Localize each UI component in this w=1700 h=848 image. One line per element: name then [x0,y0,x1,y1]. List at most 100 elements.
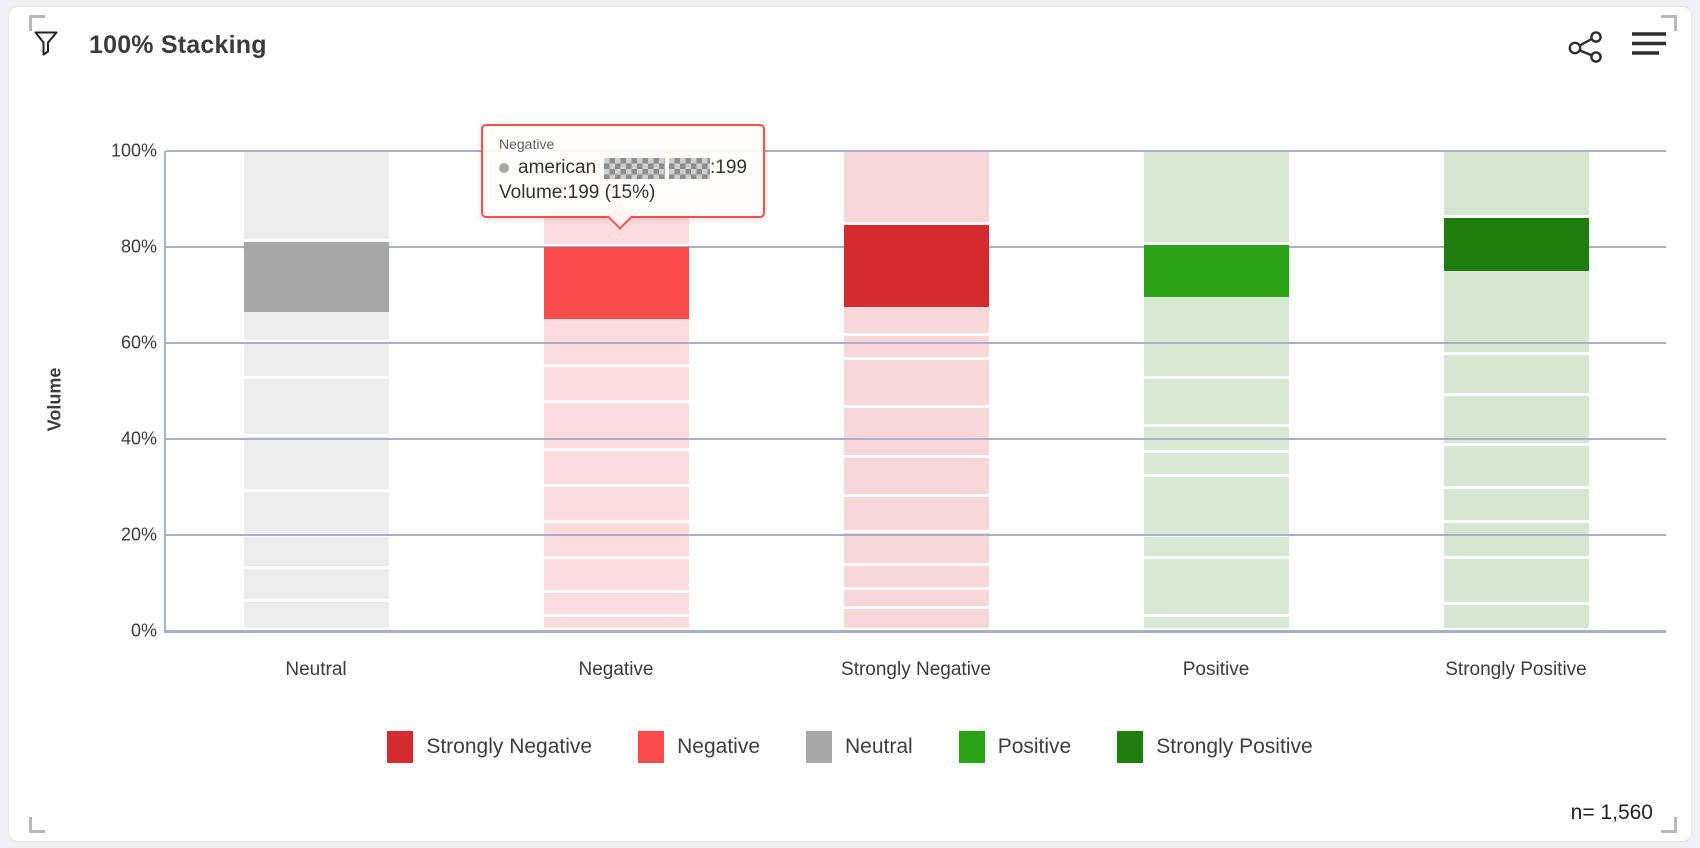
bar-segment-highlighted[interactable] [543,247,689,319]
legend-item-negative[interactable]: Negative [638,731,760,763]
bar-segment[interactable] [243,537,389,569]
bar-segment[interactable] [1143,297,1289,379]
funnel-icon [31,29,61,59]
bar-positive [1143,151,1289,631]
bar-segment[interactable] [1143,558,1289,617]
legend-label: Neutral [845,735,913,758]
bar-segment[interactable] [843,590,989,610]
bar-segment[interactable] [543,559,689,593]
bar-segment[interactable] [1443,604,1589,631]
plot-area [164,150,1666,633]
chart-tooltip: Negative american :199 Volume:199 (15%) [481,124,765,230]
bar-segment[interactable] [843,407,989,459]
legend-swatch-icon [1117,731,1144,763]
menu-button[interactable] [1631,31,1667,57]
bar-segment[interactable] [843,335,989,360]
bar-segment[interactable] [243,342,389,379]
legend-swatch-icon [806,731,832,763]
bar-segment-highlighted[interactable] [1143,244,1289,298]
bar-segment[interactable] [1143,378,1289,427]
tooltip-volume-line: Volume:199 (15%) [499,182,656,203]
bar-segment[interactable] [243,568,389,603]
legend-label: Negative [677,735,760,758]
widget-title: 100% Stacking [89,31,267,59]
y-tick-label: 80% [120,236,157,257]
bar-segment[interactable] [1443,558,1589,605]
y-tick-label: 40% [120,428,157,449]
legend-swatch-icon [387,731,414,763]
bar-segment[interactable] [1443,270,1589,355]
x-axis-line [164,631,1666,633]
bar-segment[interactable] [843,151,989,226]
tooltip-series-value: :199 [710,157,747,178]
bar-segment[interactable] [543,451,689,487]
corner-handle-bottom-right-icon [1661,817,1677,833]
y-axis-line [164,151,166,631]
legend-item-positive[interactable]: Positive [958,731,1072,763]
bar-segment[interactable] [243,378,389,437]
bar-segment[interactable] [243,491,389,538]
bar-segment[interactable] [543,616,689,631]
bar-segment[interactable] [843,458,989,497]
legend-label: Positive [997,735,1072,758]
bar-segment[interactable] [543,403,689,451]
tooltip-category-label: Negative [499,136,555,152]
bar-segment[interactable] [543,487,689,523]
bar-segment[interactable] [843,532,989,567]
bar-segment[interactable] [1443,446,1589,490]
bar-segment[interactable] [1143,537,1289,559]
bar-segment-highlighted[interactable] [243,242,389,312]
legend-item-strongly-negative[interactable]: Strongly Negative [387,731,592,763]
bar-segment[interactable] [843,359,989,408]
bar-segment[interactable] [243,436,389,492]
bar-segment[interactable] [243,311,389,343]
filter-button[interactable] [31,29,61,59]
bar-segment[interactable] [1143,477,1289,538]
y-tick-label: 0% [130,620,157,641]
share-button[interactable] [1567,29,1605,65]
x-axis-label: Strongly Negative [841,659,991,680]
legend-swatch-icon [958,731,985,763]
series-bullet-icon [499,163,509,173]
chart-legend: Strongly Negative Negative Neutral Positive… [9,731,1691,763]
gridline [166,150,1666,152]
bar-segment[interactable] [543,367,689,403]
bar-segment[interactable] [1443,522,1589,559]
bar-segment[interactable] [543,523,689,559]
gridline [166,342,1666,344]
bar-segment-highlighted[interactable] [1443,218,1589,271]
corner-handle-top-right-icon [1661,15,1677,31]
gridline [166,630,1666,632]
bar-segment[interactable] [1443,489,1589,523]
bar-segment-highlighted[interactable] [843,225,989,307]
bar-segment[interactable] [1143,151,1289,245]
bar-segment[interactable] [843,306,989,336]
gridline [166,534,1666,536]
legend-item-neutral[interactable]: Neutral [806,731,913,763]
tooltip-series-name: american [518,157,597,178]
bar-segment[interactable] [843,609,989,631]
legend-item-strongly-positive[interactable]: Strongly Positive [1117,731,1313,763]
x-axis-label: Positive [1182,659,1250,680]
corner-handle-top-left-icon [29,15,45,31]
bar-segment[interactable] [843,566,989,591]
bar-segment[interactable] [1143,426,1289,454]
widget-card: 100% Stacking Volume 100% 80% 60% 40% 20% 0% … [8,6,1692,842]
sample-size-label: n= 1,560 [1570,801,1653,824]
bar-neutral [243,151,389,631]
share-icon [1567,29,1605,65]
legend-swatch-icon [638,731,665,763]
y-tick-label: 20% [120,524,157,545]
bar-segment[interactable] [843,496,989,533]
bar-segment[interactable] [1443,395,1589,447]
bar-segment[interactable] [1443,354,1589,396]
tooltip-series-line: american :199 [499,157,747,179]
bar-segment[interactable] [243,151,389,243]
bar-segment[interactable] [1143,616,1289,631]
bar-segment[interactable] [1143,453,1289,478]
bar-segment[interactable] [543,592,689,617]
bar-strongly-negative [843,151,989,631]
bar-segment[interactable] [243,602,389,631]
bar-segment[interactable] [1443,151,1589,219]
y-axis-ticks: 100% 80% 60% 40% 20% 0% [61,141,157,641]
